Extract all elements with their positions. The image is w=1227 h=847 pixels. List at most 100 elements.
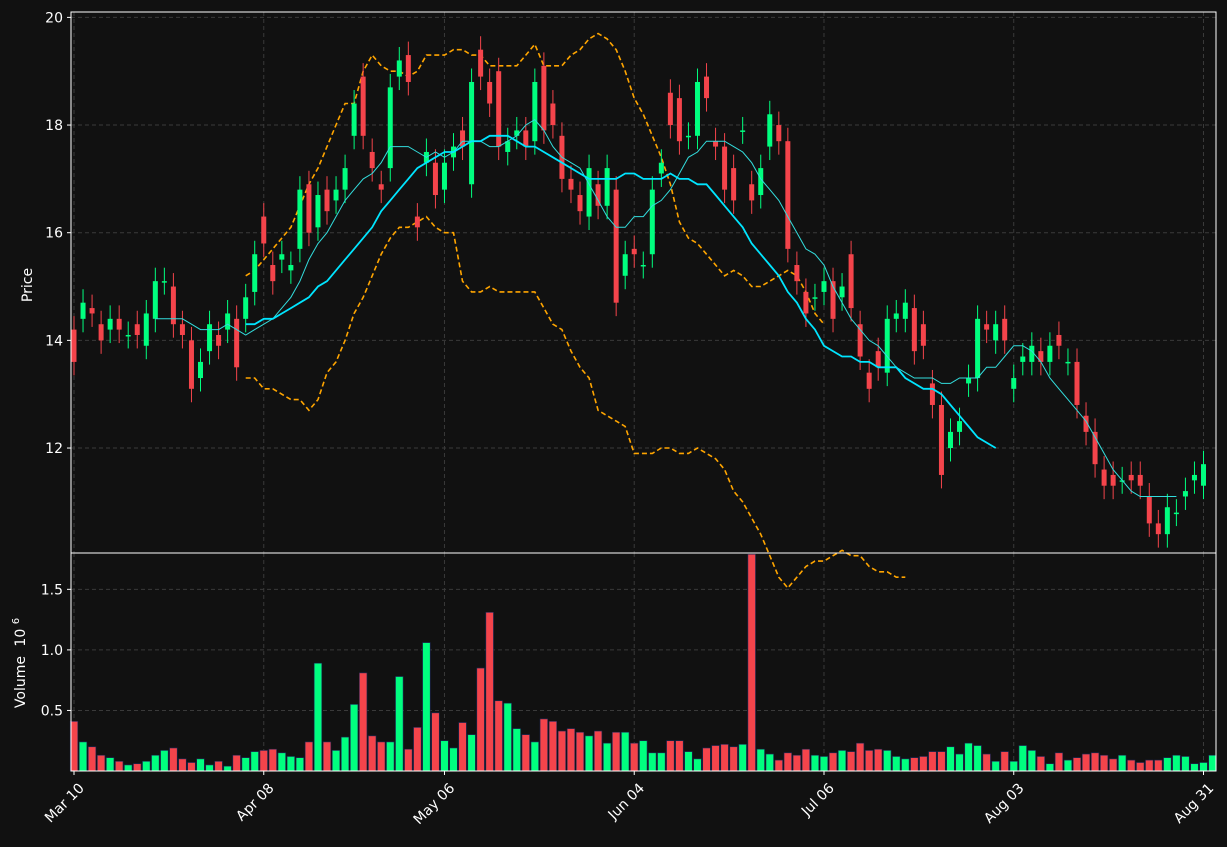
volume-bar [133, 763, 142, 772]
volume-bar [1154, 759, 1163, 772]
volume-bar [268, 748, 277, 772]
candle-body [378, 184, 384, 190]
volume-bar [828, 752, 838, 772]
volume-bar [783, 752, 792, 772]
volume-bar [151, 754, 160, 772]
candle-body [857, 324, 863, 357]
price-tick-label: 12 [45, 441, 63, 457]
volume-bar [259, 750, 268, 772]
candle-body [89, 308, 95, 314]
volume-bar [1190, 763, 1199, 772]
volume-multiplier-base: 10 [13, 629, 29, 647]
volume-bar [973, 745, 982, 772]
volume-bar [97, 754, 106, 772]
candle-body [586, 168, 592, 217]
volume-bar [458, 722, 467, 772]
candle-body [116, 318, 122, 330]
candle-body [902, 302, 908, 319]
candle-body [676, 98, 682, 142]
volume-bar [1208, 754, 1217, 772]
candle-body [107, 318, 113, 330]
candle-body [279, 254, 285, 260]
candle-body [1038, 351, 1044, 362]
volume-bar [1199, 762, 1208, 772]
candle-body [234, 318, 240, 368]
volume-tick-label: 1.5 [41, 582, 63, 598]
candle-body [911, 308, 917, 352]
candle-body [631, 248, 637, 255]
candle-body [1146, 496, 1152, 524]
volume-bar [1081, 753, 1091, 772]
candle-body [595, 184, 601, 206]
candle-body [1201, 464, 1206, 486]
candle-body [984, 324, 990, 330]
volume-bar [548, 721, 558, 772]
volume-bar [684, 751, 693, 772]
candle-body [667, 92, 673, 126]
candle-body [966, 378, 972, 384]
volume-bar [160, 750, 169, 772]
candle-body [198, 361, 204, 379]
volume-bar [503, 702, 512, 772]
candle-body [938, 404, 944, 475]
bollinger-bands [245, 32, 906, 590]
volume-bar [521, 734, 530, 772]
volume-bar [295, 757, 305, 772]
volume-axis-label: Volume 10 6 [11, 618, 29, 708]
volume-bar [892, 756, 901, 772]
volume-bar [946, 746, 955, 772]
volume-bar [982, 753, 991, 772]
volume-bar [792, 754, 801, 772]
candle-body [243, 297, 249, 319]
volume-bar [476, 667, 485, 772]
volume-bar [566, 728, 576, 772]
candle-body [920, 324, 926, 346]
candle-body [839, 286, 845, 298]
candle-body [1002, 318, 1008, 341]
candle-body [225, 313, 231, 330]
volume-bar [539, 718, 548, 772]
volume-bar [205, 764, 214, 772]
volume-bar [340, 736, 350, 772]
volume-bar [720, 744, 729, 772]
volume-bar [711, 745, 720, 772]
candle-body [315, 195, 321, 228]
candle-body [893, 313, 899, 319]
volume-axis-ticks: 0.5 1.0 1.5 [41, 582, 71, 719]
volume-bar [1172, 754, 1181, 772]
candle-body [1119, 480, 1125, 482]
price-tick-label: 20 [45, 10, 63, 26]
volume-bar [630, 742, 639, 772]
candle-body [333, 189, 339, 201]
volume-bar [1118, 754, 1127, 772]
volume-bar [675, 740, 684, 772]
candle-body [387, 87, 393, 169]
candle-body [1173, 512, 1179, 515]
candle-body [469, 81, 475, 185]
candle-body [794, 265, 800, 282]
candle-body [622, 254, 628, 276]
candle-body [414, 216, 420, 228]
candle-body [496, 71, 502, 147]
volume-bar [557, 730, 567, 772]
volume-bar [232, 754, 241, 772]
candle-body [812, 297, 818, 299]
volume-bar [404, 748, 413, 772]
volume-bar [449, 747, 458, 772]
volume-bar [801, 748, 811, 772]
volume-bar [440, 740, 449, 772]
volume-bar [467, 734, 476, 772]
candle-body [270, 265, 276, 282]
candle-body [360, 76, 366, 136]
volume-bar [178, 758, 187, 772]
volume-bar [1027, 750, 1036, 772]
volume-bar [313, 662, 323, 772]
candle-body [929, 383, 935, 405]
volume-bar [214, 761, 223, 772]
volume-bar [1127, 759, 1136, 772]
volume-bar [1090, 752, 1100, 772]
volume-bar [277, 752, 286, 772]
volume-bar [431, 712, 440, 772]
price-tick-label: 16 [45, 226, 63, 242]
